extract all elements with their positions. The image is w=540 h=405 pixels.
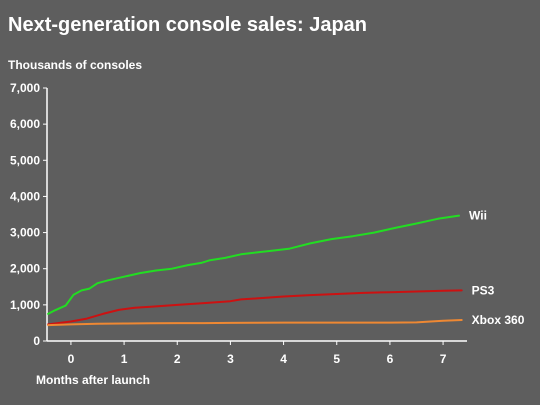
y-tick-label: 4,000	[10, 189, 40, 203]
chart-title: Next-generation console sales: Japan	[8, 14, 367, 36]
y-tick-label: 0	[33, 334, 40, 348]
series-line-ps3	[47, 289, 463, 326]
x-tick-label: 5	[333, 352, 340, 366]
y-tick-label: 3,000	[10, 226, 40, 240]
x-tick-label: 7	[440, 352, 447, 366]
series-lines	[47, 214, 463, 327]
x-axis-title: Months after launch	[36, 373, 150, 387]
y-tick-label: 2,000	[10, 262, 40, 276]
series-line-wii	[47, 214, 460, 315]
series-line-xbox-360	[47, 319, 463, 327]
y-axis-title: Thousands of consoles	[8, 58, 142, 72]
series-labels: Wii PS3 Xbox 360	[469, 209, 525, 327]
x-tick-label: 2	[174, 352, 181, 366]
x-tick-label: 3	[227, 352, 234, 366]
x-tick-label: 1	[121, 352, 128, 366]
y-tick-label: 6,000	[10, 117, 40, 131]
x-tick-label: 6	[387, 352, 394, 366]
x-tick-label: 0	[68, 352, 75, 366]
tick-labels: 0 1,000 2,000 3,000 4,000 5,000 6,000 7,000 0 1 2 3…	[10, 81, 447, 366]
y-tick-label: 5,000	[10, 153, 40, 167]
series-label-xbox-360: Xbox 360	[472, 313, 525, 327]
y-tick-label: 1,000	[10, 298, 40, 312]
y-tick-label: 7,000	[10, 81, 40, 95]
axes	[46, 88, 467, 342]
series-label-ps3: PS3	[472, 283, 495, 297]
series-label-wii: Wii	[469, 209, 487, 223]
x-tick-label: 4	[280, 352, 287, 366]
